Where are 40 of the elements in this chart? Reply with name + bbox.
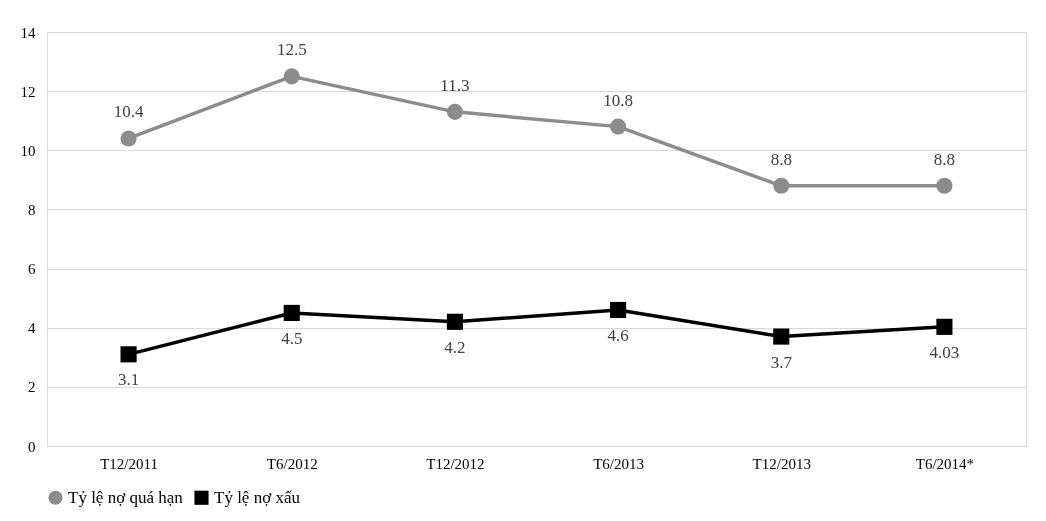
point — [446, 103, 463, 120]
point — [283, 304, 300, 321]
y-tick-label: 10 — [20, 142, 36, 159]
y-tick-label: 6 — [28, 261, 36, 278]
data-label: 10.4 — [113, 102, 144, 122]
data-label: 10.8 — [603, 90, 633, 110]
data-label: 4.03 — [929, 342, 960, 362]
y-tick-label: 12 — [20, 83, 36, 100]
y-tick-label: 8 — [28, 201, 36, 218]
legend-label: Tỷ lệ nợ xấu — [214, 487, 301, 507]
x-tick-label: T12/2013 — [752, 455, 811, 472]
point — [773, 177, 790, 194]
point — [446, 313, 463, 330]
point — [936, 177, 953, 194]
data-label: 4.6 — [607, 325, 629, 345]
y-tick-label: 4 — [28, 320, 36, 337]
x-tick-label: T12/2011 — [100, 455, 158, 472]
data-label: 8.8 — [933, 149, 956, 169]
data-label: 12.5 — [276, 40, 307, 60]
legend-label: Tỷ lệ nợ quá hạn — [68, 487, 184, 507]
point — [120, 346, 137, 363]
y-tick-label: 2 — [28, 379, 36, 396]
y-tick-label: 14 — [20, 24, 36, 41]
y-tick-label: 0 — [28, 438, 36, 455]
point — [610, 118, 627, 135]
x-tick-label: T6/2013 — [593, 455, 645, 472]
x-tick-label: T12/2012 — [426, 455, 485, 472]
point — [283, 68, 300, 85]
point — [773, 328, 790, 345]
x-tick-label: T6/2012 — [266, 455, 318, 472]
data-label: 4.2 — [444, 337, 466, 357]
x-tick-label: T6/2014* — [915, 455, 975, 472]
point — [610, 301, 627, 319]
data-label: 8.8 — [770, 149, 792, 169]
point — [120, 130, 137, 147]
point — [936, 318, 953, 335]
data-label: 4.5 — [281, 328, 303, 348]
data-label: 3.1 — [117, 370, 140, 390]
data-label: 11.3 — [440, 75, 470, 95]
data-label: 3.7 — [770, 352, 793, 372]
